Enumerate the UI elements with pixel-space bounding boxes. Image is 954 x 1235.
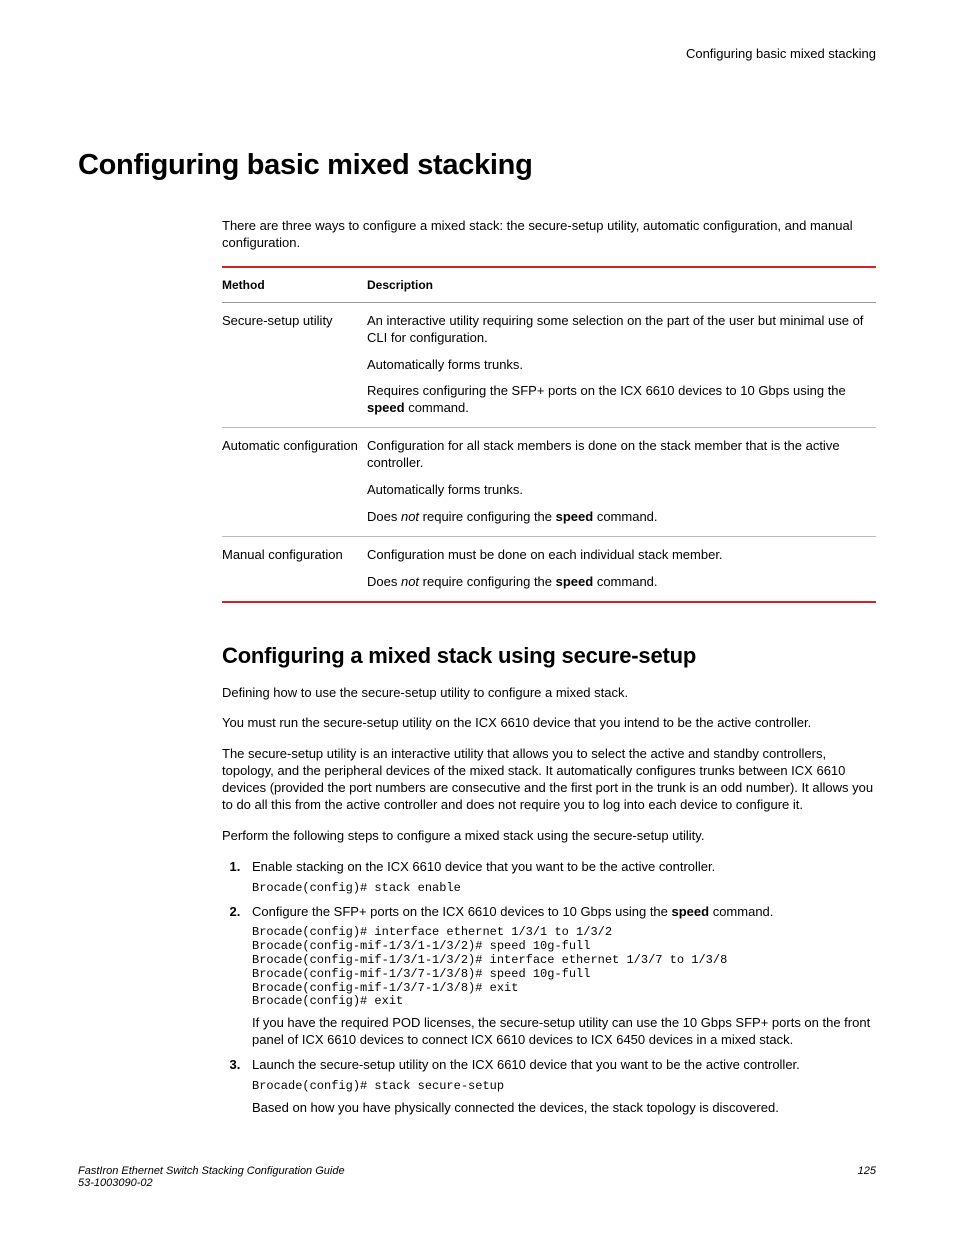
table-row: Secure-setup utilityAn interactive utili… <box>222 302 876 427</box>
table-header-description: Description <box>367 267 876 303</box>
table-desc-block: An interactive utility requiring some se… <box>367 313 868 347</box>
table-header-method: Method <box>222 267 367 303</box>
step-item: Configure the SFP+ ports on the ICX 6610… <box>244 904 876 1049</box>
body-column: There are three ways to configure a mixe… <box>222 218 876 1117</box>
table-desc-block: Does not require configuring the speed c… <box>367 509 868 526</box>
steps-list: Enable stacking on the ICX 6610 device t… <box>222 859 876 1117</box>
methods-table: Method Description Secure-setup utilityA… <box>222 266 876 603</box>
table-cell-description: An interactive utility requiring some se… <box>367 302 876 427</box>
step-item: Launch the secure-setup utility on the I… <box>244 1057 876 1117</box>
step-after: If you have the required POD licenses, t… <box>252 1015 876 1049</box>
table-desc-block: Automatically forms trunks. <box>367 357 868 374</box>
footer: 125 FastIron Ethernet Switch Stacking Co… <box>78 1165 876 1189</box>
table-desc-block: Requires configuring the SFP+ ports on t… <box>367 383 868 417</box>
table-cell-description: Configuration must be done on each indiv… <box>367 536 876 601</box>
table-row: Automatic configurationConfiguration for… <box>222 428 876 537</box>
table-desc-block: Configuration must be done on each indiv… <box>367 547 868 564</box>
section-title: Configuring a mixed stack using secure-s… <box>222 643 876 669</box>
section-paragraphs: Defining how to use the secure-setup uti… <box>222 685 876 845</box>
body-paragraph: Perform the following steps to configure… <box>222 828 876 845</box>
table-desc-block: Configuration for all stack members is d… <box>367 438 868 472</box>
table-row: Manual configurationConfiguration must b… <box>222 536 876 601</box>
step-lead: Configure the SFP+ ports on the ICX 6610… <box>252 904 876 921</box>
table-desc-block: Does not require configuring the speed c… <box>367 574 868 591</box>
step-item: Enable stacking on the ICX 6610 device t… <box>244 859 876 896</box>
table-cell-method: Secure-setup utility <box>222 302 367 427</box>
running-head: Configuring basic mixed stacking <box>78 46 876 61</box>
intro-paragraph: There are three ways to configure a mixe… <box>222 218 876 252</box>
body-paragraph: You must run the secure-setup utility on… <box>222 715 876 732</box>
footer-line1: FastIron Ethernet Switch Stacking Config… <box>78 1165 345 1177</box>
step-after: Based on how you have physically connect… <box>252 1100 876 1117</box>
step-lead: Launch the secure-setup utility on the I… <box>252 1057 876 1074</box>
body-paragraph: Defining how to use the secure-setup uti… <box>222 685 876 702</box>
page-number: 125 <box>858 1165 876 1177</box>
body-paragraph: The secure-setup utility is an interacti… <box>222 746 876 814</box>
step-lead: Enable stacking on the ICX 6610 device t… <box>252 859 876 876</box>
page-title: Configuring basic mixed stacking <box>78 149 876 182</box>
code-block: Brocade(config)# interface ethernet 1/3/… <box>252 926 876 1009</box>
table-cell-description: Configuration for all stack members is d… <box>367 428 876 537</box>
page: Configuring basic mixed stacking Configu… <box>0 0 954 1235</box>
code-block: Brocade(config)# stack secure-setup <box>252 1080 876 1094</box>
table-cell-method: Automatic configuration <box>222 428 367 537</box>
table-body: Secure-setup utilityAn interactive utili… <box>222 302 876 601</box>
code-block: Brocade(config)# stack enable <box>252 882 876 896</box>
footer-line2: 53-1003090-02 <box>78 1177 153 1189</box>
table-cell-method: Manual configuration <box>222 536 367 601</box>
table-desc-block: Automatically forms trunks. <box>367 482 868 499</box>
